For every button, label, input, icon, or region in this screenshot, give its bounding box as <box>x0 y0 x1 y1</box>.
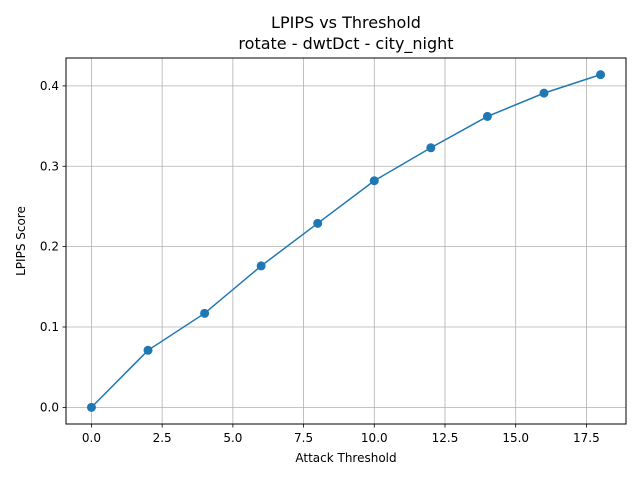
x-tick-label: 12.5 <box>432 431 459 445</box>
data-point <box>143 345 153 355</box>
x-tick-label: 7.5 <box>294 431 313 445</box>
data-point <box>200 308 210 318</box>
chart-title: LPIPS vs Threshold <box>271 13 421 32</box>
y-tick-label: 0.2 <box>40 240 59 254</box>
data-point <box>86 402 96 412</box>
chart-subtitle: rotate - dwtDct - city_night <box>238 34 453 54</box>
x-tick-label: 2.5 <box>153 431 172 445</box>
x-axis-label: Attack Threshold <box>295 451 396 465</box>
data-point <box>313 218 323 228</box>
x-tick-label: 10.0 <box>361 431 388 445</box>
y-tick-label: 0.0 <box>40 400 59 414</box>
grid <box>66 58 626 424</box>
data-point <box>369 176 379 186</box>
series-line <box>90 73 601 408</box>
data-point <box>256 261 266 271</box>
y-axis-ticks: 0.0 0.1 0.2 0.3 0.4 <box>40 79 66 414</box>
data-point <box>426 143 436 153</box>
data-point <box>539 88 549 98</box>
data-point <box>596 70 606 80</box>
series <box>86 70 606 412</box>
y-tick-label: 0.4 <box>40 79 59 93</box>
y-tick-label: 0.1 <box>40 320 59 334</box>
x-tick-label: 0.0 <box>82 431 101 445</box>
x-tick-label: 15.0 <box>502 431 529 445</box>
y-tick-label: 0.3 <box>40 159 59 173</box>
y-axis-label: LPIPS Score <box>14 206 28 276</box>
data-point <box>482 111 492 121</box>
x-tick-label: 5.0 <box>223 431 242 445</box>
x-tick-label: 17.5 <box>573 431 600 445</box>
x-axis-ticks: 0.0 2.5 5.0 7.5 10.0 12.5 15.0 17.5 <box>82 424 600 445</box>
plot-frame <box>65 57 627 425</box>
